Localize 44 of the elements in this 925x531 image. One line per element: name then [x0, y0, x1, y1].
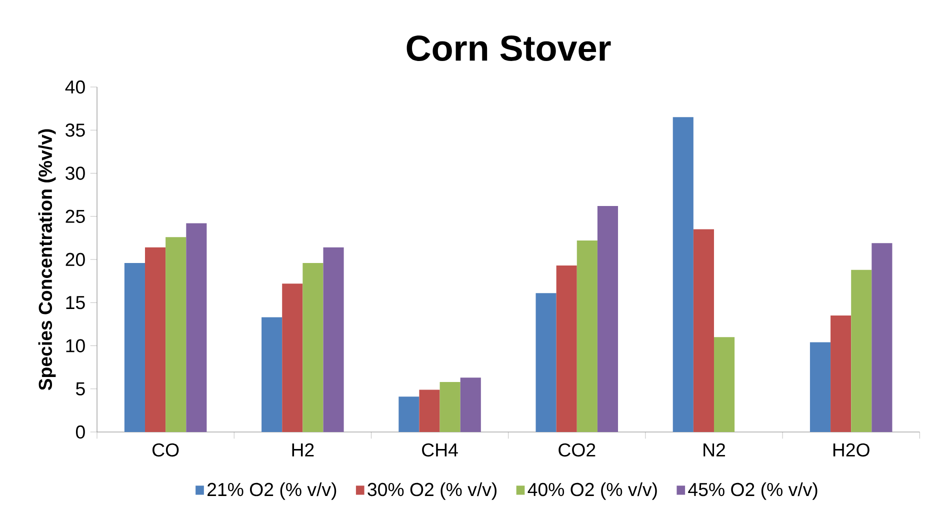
bar — [166, 237, 186, 432]
y-tick-label: 25 — [66, 210, 85, 223]
y-axis-title: Species Concentration (%v/v) — [38, 129, 56, 390]
bar — [460, 378, 481, 432]
legend-label: 30% O2 (% v/v) — [368, 482, 496, 500]
y-tick-label: 30 — [66, 166, 85, 180]
legend-label: 40% O2 (% v/v) — [528, 482, 657, 500]
legend-label: 45% O2 (% v/v) — [688, 482, 818, 500]
bar — [576, 240, 598, 432]
bar — [597, 206, 618, 432]
bar — [810, 342, 831, 432]
y-tick-label: 40 — [65, 80, 85, 94]
legend-label: 21% O2 (% v/v) — [208, 482, 336, 500]
bar — [714, 337, 735, 432]
x-tick-label: H2 — [292, 443, 314, 456]
bar — [536, 293, 556, 432]
x-tick-label: CO2 — [558, 443, 596, 457]
bar — [282, 284, 303, 432]
y-tick-label: 35 — [66, 123, 85, 137]
bar — [672, 117, 694, 432]
bar — [398, 396, 420, 432]
bar — [693, 229, 714, 432]
bar — [851, 270, 872, 432]
bar — [440, 382, 460, 432]
x-tick-label: CH4 — [422, 443, 458, 457]
bar — [419, 390, 440, 432]
chart-title: Corn Stover — [406, 35, 611, 61]
y-tick-label: 20 — [66, 252, 85, 266]
bar — [830, 316, 852, 432]
x-tick-label: H2O — [833, 443, 870, 457]
y-tick-label: 0 — [76, 425, 85, 439]
bar — [323, 247, 344, 432]
bar — [302, 262, 324, 432]
bar — [872, 243, 892, 432]
y-tick-label: 10 — [66, 339, 85, 352]
bar — [556, 266, 577, 432]
bar — [186, 223, 207, 432]
bar — [144, 247, 166, 432]
y-tick-label: 15 — [66, 296, 85, 310]
bar — [124, 262, 145, 432]
x-tick-label: N2 — [704, 443, 725, 456]
bar — [262, 317, 282, 432]
y-tick-label: 5 — [76, 382, 85, 396]
x-tick-label: CO — [152, 443, 179, 457]
